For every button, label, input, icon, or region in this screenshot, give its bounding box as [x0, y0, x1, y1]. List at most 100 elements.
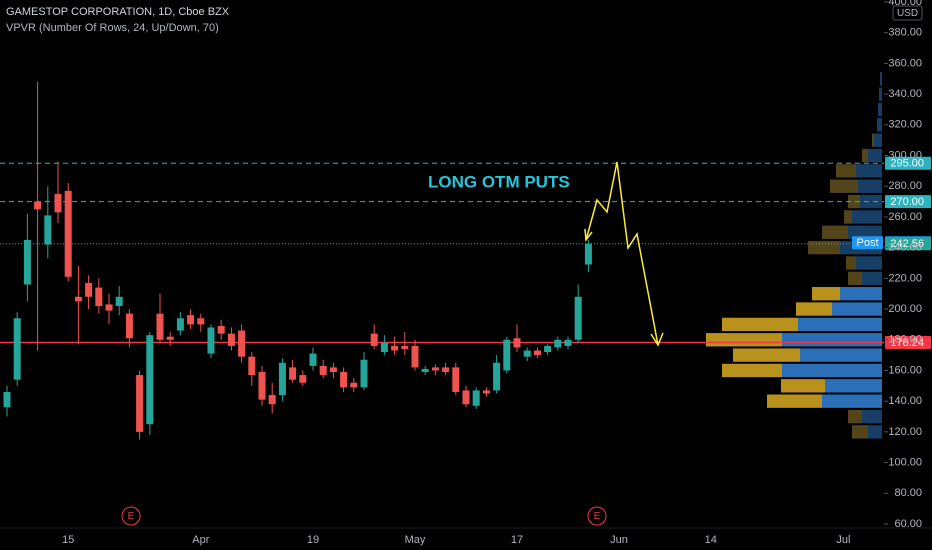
- candle-body: [289, 367, 297, 380]
- candle-body: [533, 350, 541, 356]
- y-tick-label: 260.00: [888, 211, 922, 223]
- time-axis: 15 Apr 19 May 17 Jun 14 Jul: [62, 534, 850, 546]
- event-marker[interactable]: E: [587, 506, 607, 526]
- candle-body: [85, 282, 93, 297]
- vpvr-up: [825, 379, 882, 393]
- candle-body: [482, 390, 490, 394]
- annotation: LONG OTM PUTS: [428, 172, 570, 191]
- vpvr-up: [840, 287, 882, 301]
- candle-body: [268, 395, 276, 405]
- vpvr-down: [848, 194, 860, 209]
- vpvr-up: [822, 394, 882, 408]
- drawing-arrow: [584, 161, 664, 347]
- candle-body: [431, 367, 439, 371]
- candle-body: [421, 368, 429, 373]
- candle-body: [278, 362, 286, 396]
- vpvr-down: [872, 133, 874, 147]
- vpvr-up: [878, 102, 882, 117]
- candle-body: [146, 335, 154, 425]
- event-label: E: [128, 511, 135, 522]
- x-tick-label: Jul: [836, 534, 850, 546]
- y-tick-label: 120.00: [888, 426, 922, 438]
- candle-body: [319, 365, 327, 376]
- candle-body: [54, 193, 62, 213]
- vpvr-down: [781, 379, 825, 393]
- level-label: 270.00: [890, 196, 924, 208]
- candle-body: [401, 345, 409, 349]
- vpvr-up: [852, 210, 882, 224]
- vpvr-down: [822, 225, 848, 239]
- candle-body: [207, 327, 215, 354]
- event-label: E: [594, 511, 601, 522]
- level-label-box: [885, 237, 931, 251]
- level-label: 178.24: [890, 337, 924, 349]
- candle-body: [503, 339, 511, 371]
- candle-body: [13, 318, 21, 380]
- candle-body: [329, 367, 337, 373]
- candle-body: [452, 367, 460, 392]
- vpvr-up: [800, 348, 882, 362]
- vpvr-up: [858, 179, 882, 193]
- y-tick-label: 240.00: [888, 242, 922, 254]
- candle-body: [34, 201, 42, 210]
- vpvr-down: [796, 302, 832, 316]
- candle-body: [472, 390, 480, 406]
- candle-body: [166, 336, 174, 340]
- candle-body: [44, 215, 52, 245]
- chart-title: GAMESTOP CORPORATION, 1D, Cboe BZX: [6, 6, 230, 18]
- vpvr-down: [767, 394, 822, 408]
- candle-body: [217, 325, 225, 334]
- vpvr-down: [852, 425, 868, 439]
- vpvr-down: [706, 333, 782, 347]
- candle-body: [370, 333, 378, 346]
- y-tick-label: 180.00: [888, 334, 922, 346]
- candle-body: [493, 362, 501, 391]
- candle-body: [156, 313, 164, 340]
- vpvr-up: [874, 133, 882, 147]
- vpvr-up: [856, 164, 882, 178]
- candle-body: [248, 356, 256, 376]
- vpvr-up: [832, 302, 882, 316]
- candle-body: [136, 375, 144, 432]
- x-tick-label: May: [405, 534, 426, 546]
- candle-body: [176, 318, 184, 331]
- candle-body: [544, 345, 552, 353]
- level-label-box: [885, 156, 931, 170]
- arrow-path: [585, 161, 659, 346]
- arrow-head: [650, 332, 664, 347]
- vpvr-up: [862, 271, 882, 286]
- candle-body: [3, 391, 11, 408]
- candle-body: [564, 339, 572, 346]
- candle-body: [64, 190, 72, 277]
- x-tick-label: 15: [62, 534, 74, 546]
- indicator-title: VPVR (Number Of Rows, 24, Up/Down, 70): [6, 22, 219, 34]
- candle-body: [360, 359, 368, 388]
- vpvr-up: [798, 317, 882, 332]
- vpvr-down: [722, 363, 782, 378]
- y-tick-label: 220.00: [888, 272, 922, 284]
- candle-body: [23, 239, 31, 285]
- y-tick-label: 140.00: [888, 395, 922, 407]
- candle-body: [411, 345, 419, 368]
- currency-box[interactable]: [892, 5, 923, 21]
- level-label: 295.00: [890, 158, 924, 170]
- y-tick-label: 360.00: [888, 57, 922, 69]
- vpvr-down: [836, 164, 856, 178]
- vpvr-up: [860, 194, 882, 209]
- candle-body: [513, 338, 521, 348]
- vpvr-down: [844, 210, 852, 224]
- candles: [3, 81, 592, 440]
- vpvr-down: [848, 271, 862, 286]
- candle-body: [74, 296, 82, 302]
- y-tick-label: 80.00: [894, 487, 922, 499]
- candle-body: [584, 243, 592, 265]
- event-marker[interactable]: E: [121, 506, 141, 526]
- vpvr-down: [733, 348, 800, 362]
- y-tick-label: 200.00: [888, 303, 922, 315]
- vpvr-up: [848, 225, 882, 239]
- candle-body: [523, 350, 531, 357]
- candle-body: [309, 353, 317, 366]
- candle-body: [299, 375, 307, 383]
- candle-body: [340, 372, 348, 388]
